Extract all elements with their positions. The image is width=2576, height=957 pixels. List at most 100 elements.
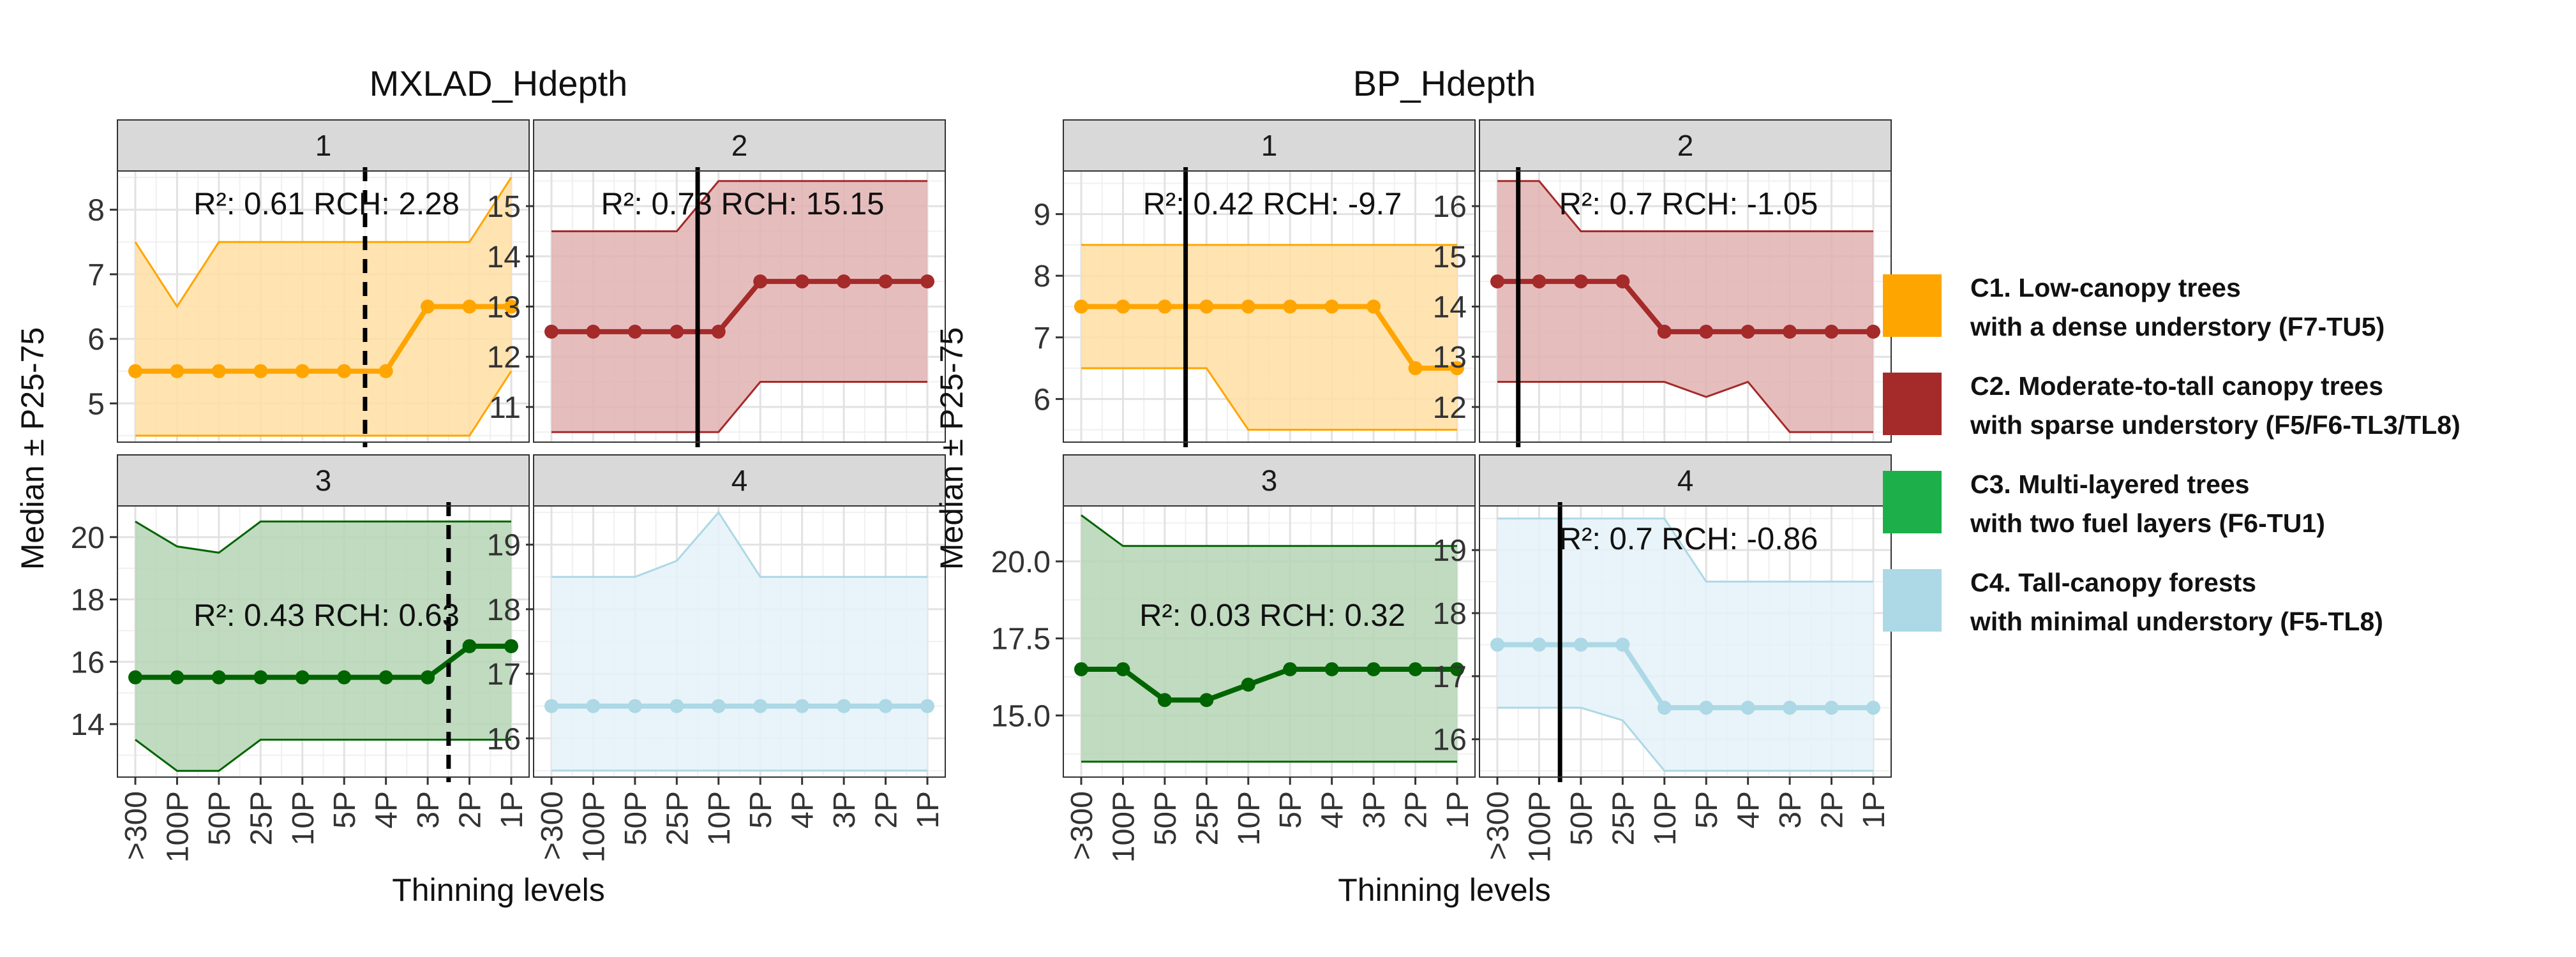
median-point: [378, 364, 393, 378]
median-line: [1081, 666, 1457, 703]
legend-c4-line2: with minimal understory (F5-TL8): [1970, 607, 2383, 636]
median-point: [1074, 662, 1088, 676]
median-point: [1573, 274, 1588, 289]
y-tick-label: 16: [71, 646, 105, 679]
legend-swatch-c3: [1883, 471, 1942, 533]
x-tick-label: 3P: [828, 791, 862, 829]
median-point: [253, 364, 268, 378]
legend-c2-line1: C2. Moderate-to-tall canopy trees: [1970, 371, 2383, 401]
p25-line: [1497, 380, 1873, 433]
facet-panel-1: 1 R²: 0.42 RCH: -9.7 6 7 8 9: [1033, 119, 1476, 447]
fit-annotation: R²: 0.42 RCH: -9.7: [1143, 187, 1402, 221]
median-point: [1657, 324, 1672, 339]
y-tick-label: 20.0: [991, 545, 1051, 579]
x-tick-label: 2P: [870, 791, 904, 829]
median-point: [837, 274, 851, 289]
facet-strip: [117, 119, 530, 172]
y-tick-label: 17.5: [991, 623, 1051, 657]
median-point: [253, 670, 268, 685]
x-tick-label: >300: [1481, 791, 1515, 860]
median-point: [1699, 701, 1714, 715]
y-tick-label: 12: [487, 341, 521, 375]
y-tick-label: 14: [1433, 291, 1467, 325]
facet-panel-4: 4 R²: 0.7 RCH: -0.86 16 17 18 19 >300 100P 50P 25…: [1433, 454, 1892, 863]
median-point: [295, 670, 310, 685]
iqr-ribbon: [1497, 181, 1873, 433]
x-tick-label: 5P: [328, 791, 362, 829]
median-point: [711, 699, 726, 713]
x-tick-label: 100P: [1523, 791, 1557, 863]
median-line: [551, 279, 927, 334]
median-line: [1081, 304, 1457, 371]
median-point: [170, 670, 184, 685]
x-tick-label: 5P: [744, 791, 778, 829]
x-tick-label: 2P: [1400, 791, 1434, 829]
median-point: [1450, 361, 1464, 376]
median-point: [1367, 299, 1381, 314]
y-tick-label: 13: [487, 291, 521, 325]
median-point: [1532, 274, 1546, 289]
median-point: [1866, 324, 1880, 339]
median-point: [753, 274, 768, 289]
median-point: [795, 699, 809, 713]
x-tick-label: 3P: [412, 791, 446, 829]
median-point: [1824, 701, 1839, 715]
median-point: [1241, 299, 1255, 314]
median-point: [1741, 324, 1755, 339]
x-tick-label: 100P: [577, 791, 611, 863]
x-axis-label: Thinning levels: [1338, 872, 1551, 908]
median-point: [670, 699, 684, 713]
median-point: [878, 699, 893, 713]
facet-panel-1: 1 R²: 0.61 RCH: 2.28 5 6 7 8: [87, 119, 530, 447]
median-point: [504, 299, 518, 314]
median-point: [627, 324, 642, 339]
median-line: [135, 643, 511, 680]
median-point: [1657, 701, 1672, 715]
median-point: [1741, 701, 1755, 715]
facet-strip: [1063, 454, 1476, 507]
median-point: [1573, 637, 1588, 652]
panel-border: [1063, 505, 1476, 778]
y-tick-label: 19: [487, 529, 521, 563]
median-point: [1116, 299, 1130, 314]
x-tick-label: 4P: [1316, 791, 1350, 829]
y-tick-label: 16: [1433, 190, 1467, 224]
x-tick-label: 50P: [203, 791, 237, 845]
x-tick-label: 5P: [1690, 791, 1724, 829]
y-tick-label: 5: [87, 387, 105, 421]
x-tick-label: 100P: [161, 791, 195, 863]
median-line: [1497, 279, 1873, 334]
x-tick-label: 1P: [495, 791, 529, 829]
legend-c1-line2: with a dense understory (F7-TU5): [1970, 312, 2385, 341]
fit-annotation: R²: 0.43 RCH: 0.63: [193, 598, 460, 633]
median-point: [1490, 274, 1504, 289]
facet-strip-label: 1: [315, 129, 332, 162]
facet-strip: [117, 454, 530, 507]
median-point: [920, 699, 934, 713]
x-tick-label: 2P: [1816, 791, 1850, 829]
chart-title: MXLAD_Hdepth: [370, 63, 628, 103]
median-point: [1408, 662, 1423, 676]
y-tick-label: 16: [1433, 723, 1467, 757]
median-point: [586, 699, 601, 713]
fit-annotation: R²: 0.03 RCH: 0.32: [1139, 598, 1405, 633]
median-point: [337, 364, 352, 378]
legend-swatch-c1: [1883, 274, 1942, 337]
x-tick-label: 10P: [1649, 791, 1682, 845]
x-tick-label: 25P: [244, 791, 278, 845]
median-point: [421, 670, 435, 685]
panel-border: [533, 505, 946, 778]
legend-swatch-c2: [1883, 373, 1942, 435]
facet-panel-3: 3 R²: 0.43 RCH: 0.63 14 16 18 20 >300 100P 50P 25…: [71, 454, 530, 863]
median-point: [128, 670, 142, 685]
legend-c4-line1: C4. Tall-canopy forests: [1970, 568, 2256, 597]
median-point: [586, 324, 601, 339]
chart-1: MXLAD_Hdepth Thinning levels Median ± P25-…: [15, 63, 946, 908]
median-point: [462, 639, 477, 653]
median-point: [1241, 678, 1255, 692]
y-tick-label: 20: [71, 521, 105, 555]
p75-line: [551, 180, 927, 232]
y-tick-label: 11: [489, 391, 521, 425]
